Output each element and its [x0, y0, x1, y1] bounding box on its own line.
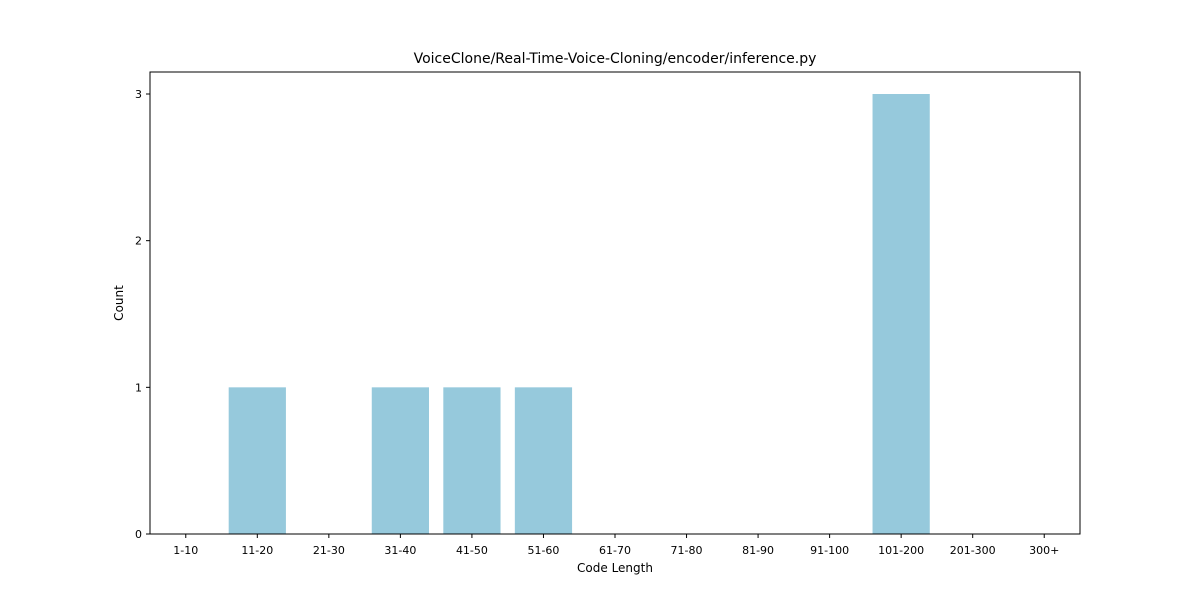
- x-tick-label-300+: 300+: [1029, 544, 1059, 557]
- x-tick-label-91-100: 91-100: [810, 544, 849, 557]
- x-tick-label-21-30: 21-30: [313, 544, 345, 557]
- x-tick-label-31-40: 31-40: [384, 544, 416, 557]
- x-tick-label-11-20: 11-20: [241, 544, 273, 557]
- x-tick-label-81-90: 81-90: [742, 544, 774, 557]
- y-tick-label-0: 0: [135, 528, 142, 541]
- chart-title: VoiceClone/Real-Time-Voice-Cloning/encod…: [414, 51, 817, 67]
- y-tick-label-1: 1: [135, 381, 142, 394]
- bar-51-60: [514, 387, 573, 534]
- x-tick-label-1-10: 1-10: [173, 544, 198, 557]
- plot-area: 1-10 11-20 21-30 31-40 41-50 51-60 61-70 71-80 8…: [135, 88, 1059, 557]
- x-tick-label-101-200: 101-200: [878, 544, 924, 557]
- y-axis-label: Count: [112, 285, 126, 321]
- plot-frame: [149, 71, 1081, 535]
- bar-101-200: [872, 94, 930, 534]
- bar-31-40: [371, 387, 429, 534]
- bar-41-50: [443, 387, 501, 534]
- x-tick-label-41-50: 41-50: [456, 544, 488, 557]
- x-tick-label-61-70: 61-70: [599, 544, 631, 557]
- x-tick-label-201-300: 201-300: [950, 544, 996, 557]
- y-tick-label-2: 2: [135, 235, 142, 248]
- bar-11-20: [228, 387, 286, 534]
- y-tick-label-3: 3: [135, 88, 142, 101]
- x-tick-label-51-60: 51-60: [527, 544, 559, 557]
- x-tick-label-71-80: 71-80: [671, 544, 703, 557]
- x-axis-label: Code Length: [577, 561, 653, 575]
